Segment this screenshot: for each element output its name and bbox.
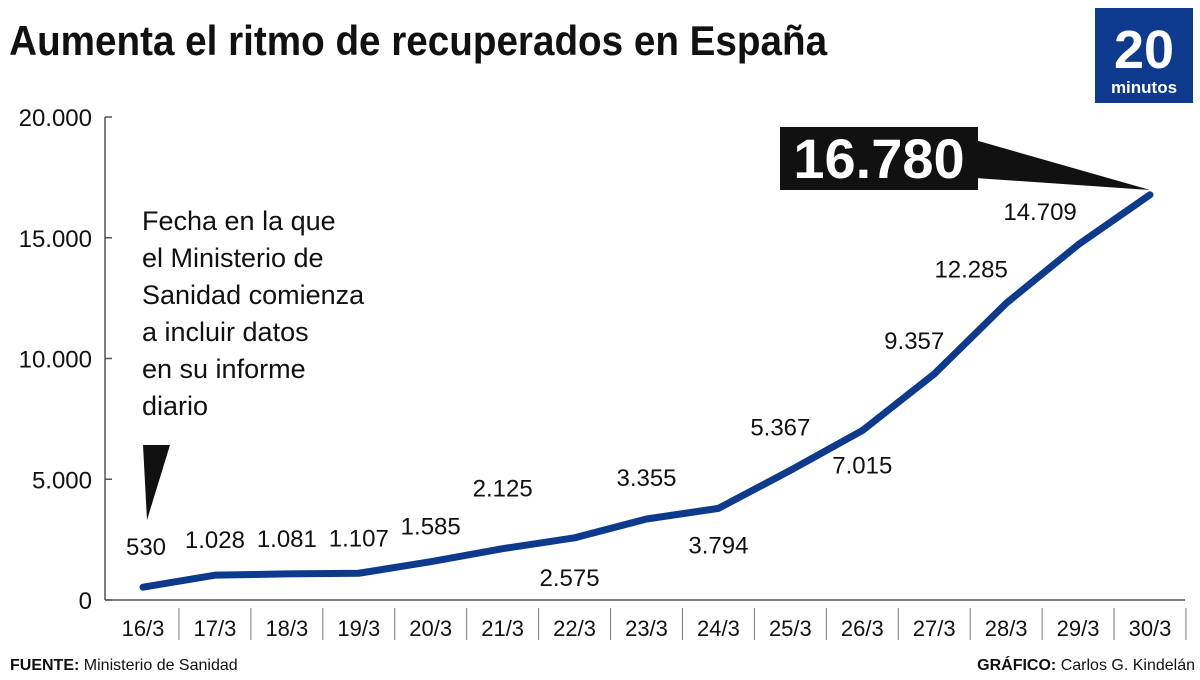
source: FUENTE: Ministerio de Sanidad bbox=[10, 657, 238, 674]
data-label: 2.575 bbox=[540, 565, 600, 592]
credit: GRÁFICO: Carlos G. Kindelán bbox=[977, 655, 1195, 674]
logo-number: 20 bbox=[1114, 20, 1174, 80]
x-tick-label: 30/3 bbox=[1129, 616, 1172, 641]
annotation: el Ministerio de bbox=[142, 243, 324, 273]
callout-pointer bbox=[975, 140, 1150, 190]
credit-label: GRÁFICO: bbox=[977, 655, 1056, 674]
x-tick-label: 28/3 bbox=[985, 616, 1028, 641]
logo-box bbox=[1095, 8, 1193, 103]
logo-word: minutos bbox=[1111, 78, 1177, 97]
data-label: 1.081 bbox=[257, 526, 317, 553]
data-label: 7.015 bbox=[832, 453, 892, 480]
x-tick-label: 18/3 bbox=[265, 616, 308, 641]
y-tick-label: 10.000 bbox=[19, 347, 92, 374]
source-label: FUENTE: bbox=[10, 657, 79, 674]
annotation: en su informe bbox=[142, 354, 306, 384]
data-label: 3.794 bbox=[688, 532, 748, 559]
x-tick-label: 24/3 bbox=[697, 616, 740, 641]
x-tick-label: 25/3 bbox=[769, 616, 812, 641]
y-tick-label: 15.000 bbox=[19, 226, 92, 253]
callout-label: 16.780 bbox=[793, 127, 964, 190]
annotation: diario bbox=[142, 391, 208, 421]
x-tick-label: 23/3 bbox=[625, 616, 668, 641]
data-label: 1.585 bbox=[401, 514, 461, 541]
x-tick-label: 22/3 bbox=[553, 616, 596, 641]
x-tick-label: 27/3 bbox=[913, 616, 956, 641]
data-label: 2.125 bbox=[473, 476, 533, 503]
data-label: 12.285 bbox=[934, 256, 1007, 283]
annotation: Sanidad comienza bbox=[142, 280, 365, 310]
source-text: Ministerio de Sanidad bbox=[84, 657, 238, 674]
logo: 20 minutos bbox=[1095, 8, 1193, 103]
x-tick-label: 29/3 bbox=[1057, 616, 1100, 641]
line bbox=[139, 191, 1154, 591]
annotation: a incluir datos bbox=[142, 317, 309, 347]
callout-box bbox=[780, 127, 978, 190]
data-label: 14.709 bbox=[1003, 199, 1076, 226]
chart-title: Aumenta el ritmo de recuperados en Españ… bbox=[9, 16, 827, 64]
credit-text: Carlos G. Kindelán bbox=[1061, 657, 1195, 674]
data-label: 5.367 bbox=[750, 414, 810, 441]
data-label: 9.357 bbox=[884, 328, 944, 355]
x-tick-label: 26/3 bbox=[841, 616, 884, 641]
y-tick-label: 5.000 bbox=[32, 467, 92, 494]
y-tick-label: 0 bbox=[79, 588, 92, 615]
annotation: Fecha en la que bbox=[142, 206, 336, 236]
data-label: 3.355 bbox=[616, 465, 676, 492]
data-label: 1.107 bbox=[329, 525, 389, 552]
x-tick-label: 17/3 bbox=[194, 616, 237, 641]
annotation-pointer bbox=[143, 445, 170, 520]
data-label: 1.028 bbox=[185, 527, 245, 554]
x-tick-label: 21/3 bbox=[481, 616, 524, 641]
y-tick-label: 20.000 bbox=[19, 105, 92, 132]
x-tick-label: 16/3 bbox=[122, 616, 165, 641]
x-tick-label: 20/3 bbox=[409, 616, 452, 641]
x-tick-label: 19/3 bbox=[337, 616, 380, 641]
data-label: 530 bbox=[126, 534, 166, 561]
